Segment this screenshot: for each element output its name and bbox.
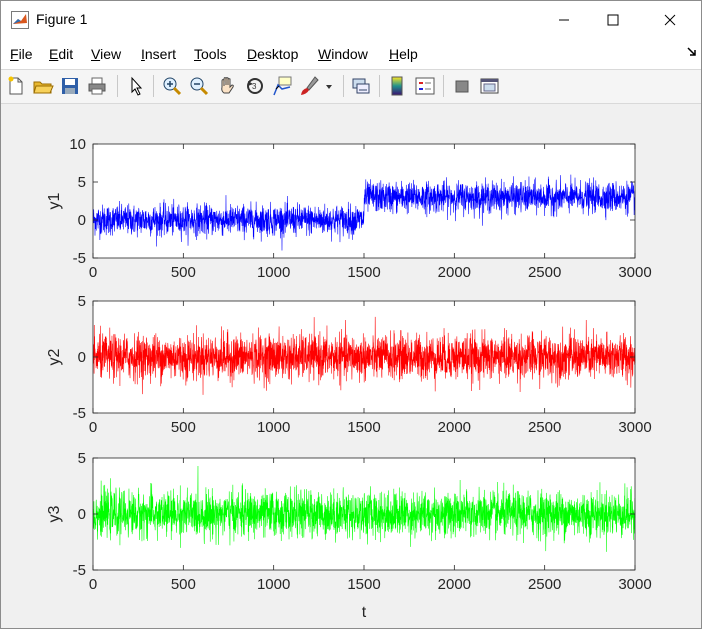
matlab-logo-icon (11, 11, 29, 29)
y-tick-label: 0 (78, 212, 86, 229)
x-tick-label: 2500 (528, 419, 561, 436)
x-tick-label: 0 (89, 576, 97, 593)
series-line-y2 (92, 316, 636, 395)
zoom-out-icon[interactable] (188, 75, 210, 97)
x-tick-label: 2000 (438, 264, 471, 281)
new-figure-icon[interactable] (5, 75, 27, 97)
window-title: Figure 1 (36, 11, 88, 27)
x-tick-label: 2500 (528, 576, 561, 593)
show-plot-tools-icon[interactable] (478, 75, 500, 97)
svg-text:3: 3 (252, 82, 257, 91)
rotate-3d-icon[interactable]: 3 (244, 75, 266, 97)
x-tick-label: 2000 (438, 419, 471, 436)
data-cursor-icon[interactable] (271, 75, 293, 97)
x-tick-label: 1000 (257, 576, 290, 593)
close-button[interactable] (647, 1, 693, 39)
y-axis-label: y2 (46, 348, 63, 365)
y-tick-label: 10 (69, 136, 86, 153)
x-tick-label: 500 (171, 576, 196, 593)
zoom-in-icon[interactable] (161, 75, 183, 97)
maximize-icon (607, 14, 619, 26)
series-line-y3 (92, 466, 636, 552)
legend-icon[interactable] (414, 75, 436, 97)
menu-insert[interactable]: Insert (141, 46, 177, 62)
x-axis-label: t (362, 604, 367, 621)
link-plot-icon[interactable] (350, 75, 372, 97)
menu-view[interactable]: View (91, 46, 122, 62)
figure-toolbar: 3 (1, 69, 701, 104)
y-tick-label: -5 (73, 250, 86, 267)
y-tick-label: 0 (78, 349, 86, 366)
minimize-icon (559, 19, 569, 21)
x-tick-label: 1500 (347, 576, 380, 593)
menu-help[interactable]: Help (389, 46, 418, 62)
x-tick-label: 3000 (618, 264, 651, 281)
close-icon (664, 14, 676, 26)
x-tick-label: 0 (89, 419, 97, 436)
x-tick-label: 1000 (257, 419, 290, 436)
edit-plot-arrow-icon[interactable] (125, 75, 147, 97)
y-tick-label: 5 (78, 293, 86, 310)
x-tick-label: 1500 (347, 419, 380, 436)
toolbar-separator (443, 75, 444, 97)
brush-dropdown-icon[interactable] (323, 75, 335, 97)
maximize-button[interactable] (590, 1, 636, 39)
y-axis-label: y3 (46, 505, 63, 522)
toolbar-separator (379, 75, 380, 97)
x-tick-label: 2000 (438, 576, 471, 593)
toolbar-separator (343, 75, 344, 97)
open-file-icon[interactable] (32, 75, 54, 97)
menu-edit[interactable]: Edit (49, 46, 74, 62)
print-icon[interactable] (86, 75, 108, 97)
menu-window[interactable]: Window (318, 46, 368, 62)
y-tick-label: 0 (78, 506, 86, 523)
x-tick-label: 500 (171, 264, 196, 281)
y-tick-label: 5 (78, 174, 86, 191)
dock-figure-icon[interactable] (687, 47, 697, 57)
x-tick-label: 2500 (528, 264, 561, 281)
x-tick-label: 500 (171, 419, 196, 436)
title-bar: Figure 1 (1, 1, 701, 39)
minimize-button[interactable] (541, 1, 587, 39)
y-tick-label: -5 (73, 405, 86, 422)
menu-bar: File Edit View Insert Tools Desktop Wind… (1, 39, 701, 69)
pan-hand-icon[interactable] (216, 75, 238, 97)
x-tick-label: 0 (89, 264, 97, 281)
y-tick-label: -5 (73, 562, 86, 579)
toolbar-separator (117, 75, 118, 97)
brush-icon[interactable] (298, 75, 320, 97)
x-tick-label: 1500 (347, 264, 380, 281)
x-tick-label: 1000 (257, 264, 290, 281)
y-tick-label: 5 (78, 450, 86, 467)
x-tick-label: 3000 (618, 576, 651, 593)
toolbar-separator (153, 75, 154, 97)
hide-plot-tools-icon[interactable] (451, 75, 473, 97)
menu-file[interactable]: File (10, 46, 33, 62)
x-tick-label: 3000 (618, 419, 651, 436)
menu-desktop[interactable]: Desktop (247, 46, 299, 62)
save-icon[interactable] (59, 75, 81, 97)
menu-tools[interactable]: Tools (194, 46, 227, 62)
y-axis-label: y1 (46, 192, 63, 209)
series-line-y1 (92, 174, 636, 251)
colorbar-icon[interactable] (386, 75, 408, 97)
